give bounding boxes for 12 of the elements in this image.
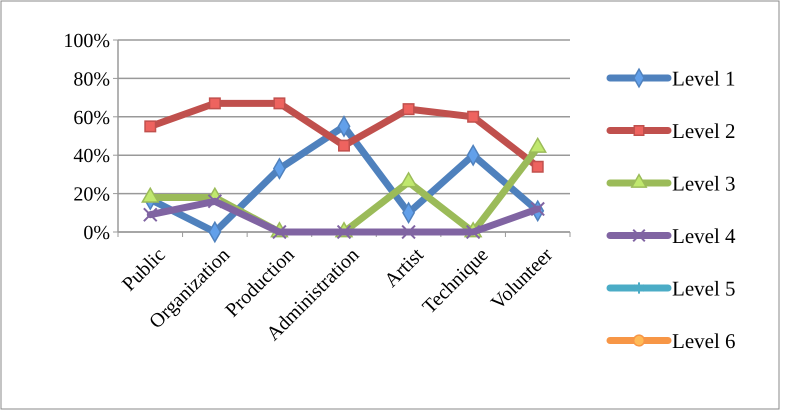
y-tick-label: 60% <box>73 106 110 129</box>
legend-label: Level 6 <box>672 328 736 353</box>
legend-label: Level 1 <box>672 66 736 90</box>
y-tick-label: 20% <box>73 184 110 206</box>
legend-label: Level 3 <box>672 171 736 196</box>
y-tick-label: 40% <box>73 145 110 168</box>
legend-label: Level 5 <box>672 276 736 300</box>
legend-label: Level 4 <box>672 224 736 248</box>
legend-label: Level 2 <box>672 118 736 143</box>
y-tick-label: 80% <box>73 68 110 90</box>
y-tick-label: 0% <box>83 222 110 244</box>
y-tick-label: 100% <box>63 30 110 52</box>
